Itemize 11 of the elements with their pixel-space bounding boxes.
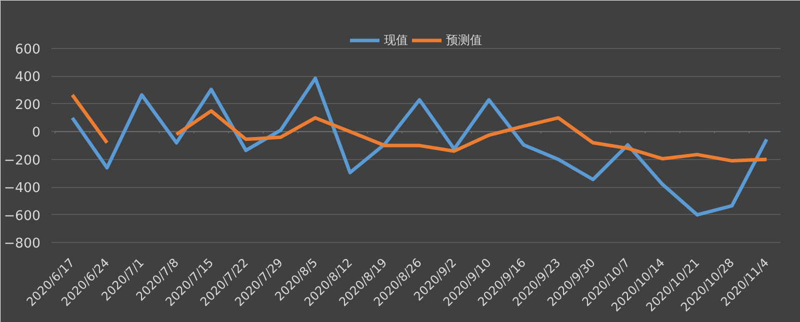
line-series	[70, 76, 768, 217]
y-tick-label: −200	[4, 153, 41, 168]
y-tick-label: −400	[4, 181, 41, 196]
legend-label: 预测值	[446, 32, 482, 48]
y-tick-label: −800	[4, 236, 41, 252]
y-tick-label: 400	[15, 70, 41, 86]
y-tick-label: 200	[15, 98, 41, 113]
y-tick-label: 0	[32, 126, 41, 141]
legend-label: 现值	[384, 32, 408, 48]
y-tick-label: −600	[4, 208, 41, 224]
y-tick-label: 600	[15, 42, 41, 58]
